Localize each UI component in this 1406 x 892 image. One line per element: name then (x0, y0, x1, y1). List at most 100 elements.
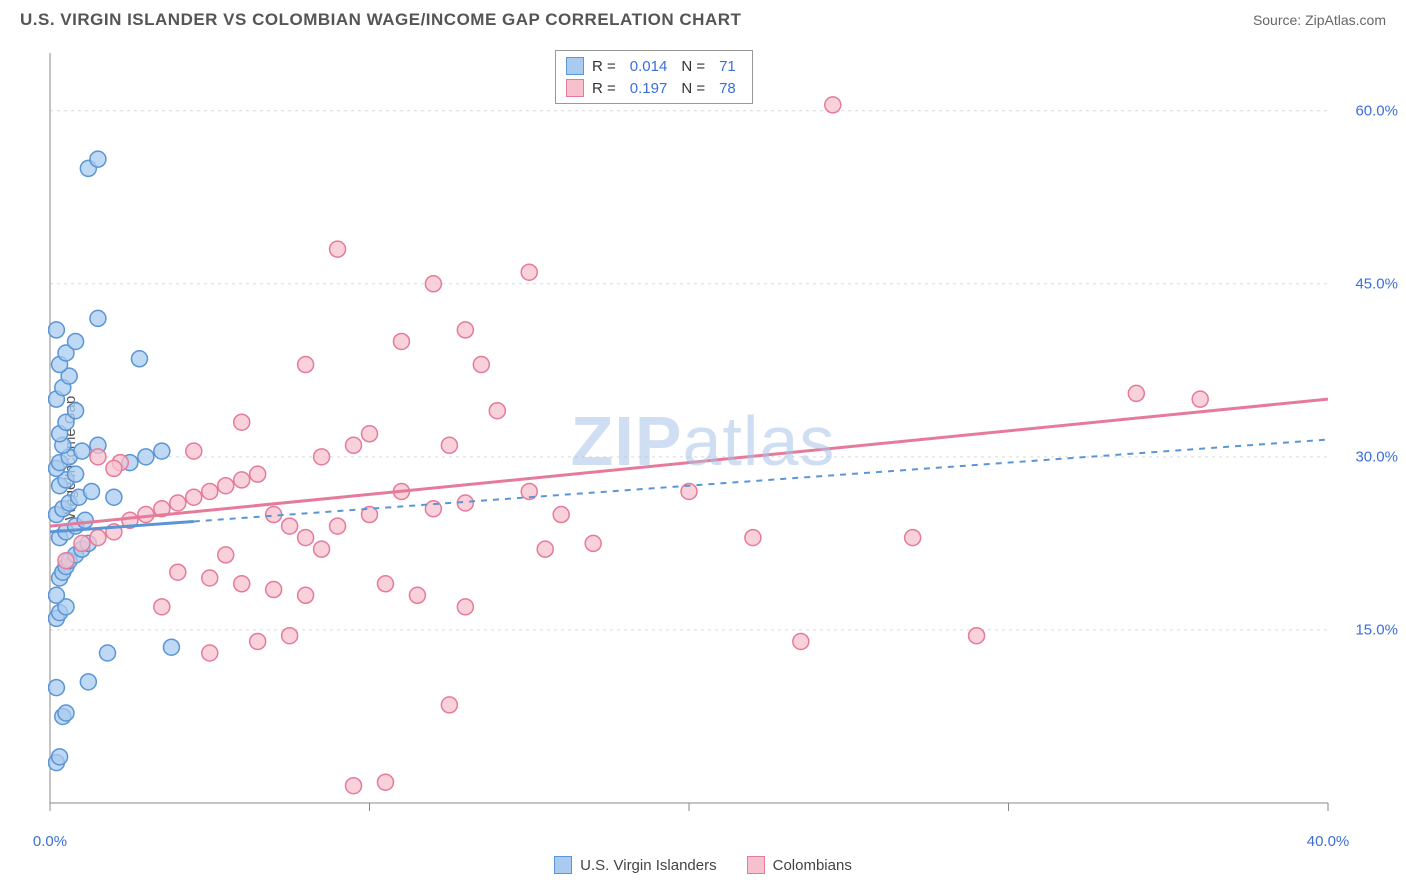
data-point (163, 639, 179, 655)
data-point (489, 403, 505, 419)
legend-stat-label: R = (592, 58, 616, 75)
data-point (202, 570, 218, 586)
data-point (1128, 385, 1144, 401)
data-point (457, 322, 473, 338)
data-point (282, 628, 298, 644)
chart-source: Source: ZipAtlas.com (1253, 12, 1386, 28)
x-tick-label: 40.0% (1307, 833, 1350, 850)
data-point (58, 705, 74, 721)
data-point (537, 541, 553, 557)
data-point (170, 495, 186, 511)
data-point (793, 633, 809, 649)
chart-header: U.S. VIRGIN ISLANDER VS COLOMBIAN WAGE/I… (0, 0, 1406, 38)
data-point (825, 97, 841, 113)
data-point (131, 351, 147, 367)
scatter-plot (48, 48, 1388, 838)
data-point (314, 541, 330, 557)
legend-n-value: 71 (713, 58, 742, 75)
data-point (521, 264, 537, 280)
chart-area: Wage/Income Gap ZIPatlas R =0.014N =71R … (0, 38, 1406, 878)
data-point (218, 478, 234, 494)
data-point (100, 645, 116, 661)
y-tick-label: 15.0% (1355, 621, 1398, 638)
data-point (1192, 391, 1208, 407)
data-point (186, 489, 202, 505)
data-point (90, 310, 106, 326)
data-point (48, 587, 64, 603)
data-point (250, 466, 266, 482)
data-point (330, 518, 346, 534)
data-point (138, 449, 154, 465)
data-point (298, 530, 314, 546)
correlation-legend-row: R = 0.014 N = 71 (566, 55, 742, 77)
data-point (409, 587, 425, 603)
correlation-legend: R =0.014N =71R =0.197N =78 (555, 50, 753, 104)
data-point (154, 443, 170, 459)
y-tick-label: 60.0% (1355, 102, 1398, 119)
data-point (202, 483, 218, 499)
data-point (585, 535, 601, 551)
legend-item: Colombians (747, 856, 852, 874)
data-point (393, 333, 409, 349)
data-point (154, 599, 170, 615)
legend-label: Colombians (773, 857, 852, 874)
data-point (298, 357, 314, 373)
data-point (74, 535, 90, 551)
data-point (106, 460, 122, 476)
data-point (425, 276, 441, 292)
data-point (330, 241, 346, 257)
trend-line (194, 440, 1328, 522)
data-point (457, 599, 473, 615)
data-point (90, 151, 106, 167)
legend-stat-label: R = (592, 80, 616, 97)
data-point (377, 576, 393, 592)
data-point (84, 483, 100, 499)
data-point (90, 530, 106, 546)
data-point (969, 628, 985, 644)
data-point (77, 512, 93, 528)
data-point (314, 449, 330, 465)
data-point (68, 466, 84, 482)
correlation-legend-row: R =0.197N =78 (566, 77, 742, 99)
data-point (234, 472, 250, 488)
data-point (234, 414, 250, 430)
data-point (48, 680, 64, 696)
data-point (346, 778, 362, 794)
legend-label: U.S. Virgin Islanders (580, 857, 716, 874)
data-point (202, 645, 218, 661)
data-point (362, 426, 378, 442)
data-point (250, 633, 266, 649)
data-point (346, 437, 362, 453)
data-point (52, 749, 68, 765)
x-tick-label: 0.0% (33, 833, 67, 850)
data-point (80, 674, 96, 690)
data-point (186, 443, 202, 459)
data-point (68, 403, 84, 419)
data-point (90, 449, 106, 465)
data-point (266, 582, 282, 598)
legend-swatch (566, 79, 584, 97)
data-point (58, 553, 74, 569)
data-point (48, 322, 64, 338)
y-tick-label: 30.0% (1355, 448, 1398, 465)
data-point (441, 697, 457, 713)
legend-swatch (566, 57, 584, 75)
data-point (298, 587, 314, 603)
legend-stat-label: N = (681, 80, 705, 97)
data-point (234, 576, 250, 592)
legend-r-value: 0.197 (624, 80, 674, 97)
data-point (106, 489, 122, 505)
data-point (441, 437, 457, 453)
data-point (553, 507, 569, 523)
data-point (905, 530, 921, 546)
y-tick-label: 45.0% (1355, 275, 1398, 292)
data-point (473, 357, 489, 373)
data-point (170, 564, 186, 580)
legend-r-value: 0.014 (624, 58, 674, 75)
data-point (68, 333, 84, 349)
data-point (282, 518, 298, 534)
data-point (218, 547, 234, 563)
legend-swatch (554, 856, 572, 874)
data-point (377, 774, 393, 790)
legend-stat-label: N = (681, 58, 705, 75)
